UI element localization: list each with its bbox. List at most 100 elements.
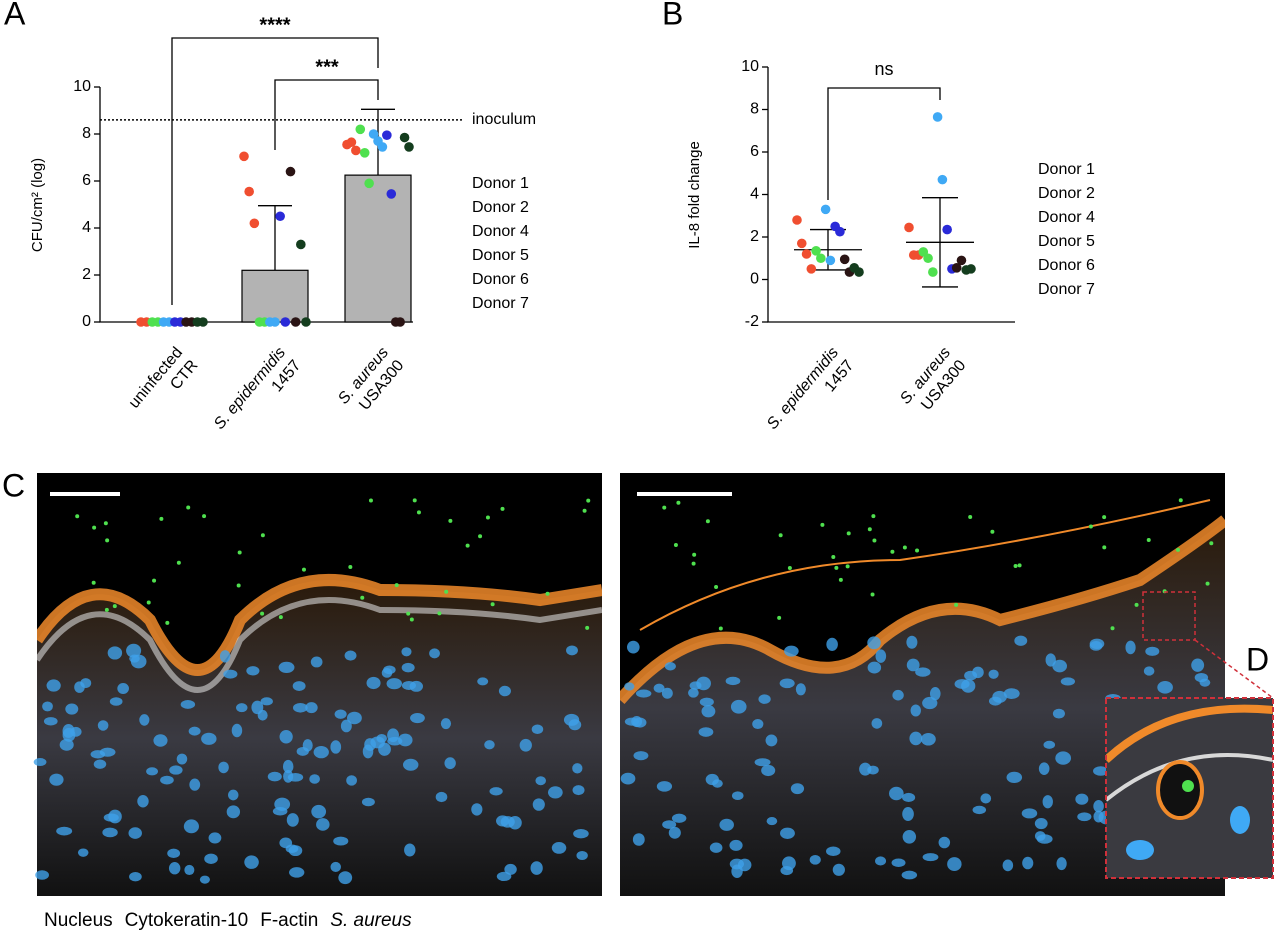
nucleus <box>184 864 195 876</box>
data-point <box>270 317 280 327</box>
nucleus <box>972 805 987 815</box>
nucleus <box>909 731 923 746</box>
nucleus <box>282 759 294 774</box>
nucleus <box>1145 646 1160 656</box>
nucleus <box>699 697 714 707</box>
nucleus <box>387 736 403 746</box>
nucleus <box>62 723 75 738</box>
nucleus <box>305 702 318 714</box>
bacterium <box>416 510 421 515</box>
bacterium <box>260 611 265 616</box>
data-point <box>346 137 357 148</box>
nucleus <box>279 730 293 744</box>
bracket <box>171 37 379 305</box>
nucleus <box>653 683 665 693</box>
bacterium <box>867 527 872 532</box>
nucleus <box>1056 857 1067 871</box>
bacterium <box>1175 547 1180 552</box>
nucleus <box>988 669 999 679</box>
nucleus <box>696 676 711 691</box>
nucleus <box>892 689 904 701</box>
x-tick-label: S. epidermidis1457 <box>211 344 305 446</box>
bacterium <box>831 555 836 560</box>
data-point <box>382 130 392 140</box>
nucleus <box>340 719 352 733</box>
legend-entry: Donor 5 <box>1038 233 1095 250</box>
image-legend-entry: S. aureus <box>330 910 412 931</box>
nucleus <box>729 839 743 851</box>
bacterium <box>718 626 723 631</box>
nucleus <box>286 813 299 827</box>
nucleus <box>246 666 260 676</box>
nucleus <box>859 762 872 776</box>
bacterium <box>278 615 283 620</box>
nucleus <box>809 854 821 865</box>
nucleus <box>698 727 714 737</box>
nucleus <box>891 858 906 867</box>
bacterium <box>1013 563 1018 568</box>
nucleus <box>910 704 921 717</box>
nucleus <box>758 694 771 704</box>
nucleus <box>401 647 412 657</box>
nucleus <box>906 635 918 649</box>
nucleus <box>208 832 222 844</box>
nucleus <box>180 700 196 709</box>
bacterium <box>1088 524 1093 529</box>
data-point <box>359 148 370 158</box>
bacterium <box>1017 563 1022 568</box>
nucleus <box>867 636 881 650</box>
bacterium <box>92 525 97 530</box>
legend-entry: Donor 6 <box>472 271 529 288</box>
bacterium <box>834 565 839 570</box>
nucleus <box>1038 762 1050 776</box>
legend-entry: Donor 6 <box>1038 257 1095 274</box>
nucleus <box>59 738 74 751</box>
nucleus <box>330 740 342 754</box>
bacterium <box>778 533 783 538</box>
nucleus <box>1194 672 1209 683</box>
y-tick-label: 6 <box>82 172 91 189</box>
nucleus <box>566 645 578 656</box>
nucleus <box>780 827 795 839</box>
bacterium <box>902 545 907 550</box>
data-point <box>792 215 802 225</box>
bacterium <box>777 615 782 620</box>
bacterium <box>1146 538 1151 543</box>
nucleus <box>901 870 918 880</box>
nucleus <box>403 758 419 771</box>
bacterium <box>406 611 411 616</box>
nucleus <box>1157 681 1173 694</box>
nucleus <box>477 677 489 686</box>
panel-label: C <box>2 467 25 503</box>
bacterium <box>444 589 449 594</box>
data-point <box>904 222 914 233</box>
data-point <box>923 253 933 264</box>
nucleus <box>42 701 53 712</box>
nucleus <box>547 786 563 799</box>
bacterium <box>1102 545 1107 550</box>
legend-entry: Donor 5 <box>472 247 529 264</box>
x-tick-label: uninfectedCTR <box>126 344 202 424</box>
bacterium <box>490 602 495 607</box>
nucleus <box>671 813 687 823</box>
nucleus <box>126 643 142 658</box>
bacterium <box>545 591 550 596</box>
error-bar <box>258 205 292 271</box>
data-point <box>377 142 388 152</box>
data-point <box>839 254 850 265</box>
nucleus <box>1052 659 1068 673</box>
nucleus <box>189 778 201 791</box>
bacterium <box>954 602 959 607</box>
bacterium <box>1134 602 1139 607</box>
nucleus <box>662 820 677 829</box>
nucleus <box>401 680 416 690</box>
nucleus <box>346 711 362 725</box>
data-point <box>956 255 967 266</box>
data-point <box>355 124 366 135</box>
nucleus <box>902 792 916 803</box>
nucleus <box>401 662 415 673</box>
bacterium <box>676 500 681 505</box>
cells <box>33 498 1223 885</box>
bacterium <box>1102 515 1107 520</box>
